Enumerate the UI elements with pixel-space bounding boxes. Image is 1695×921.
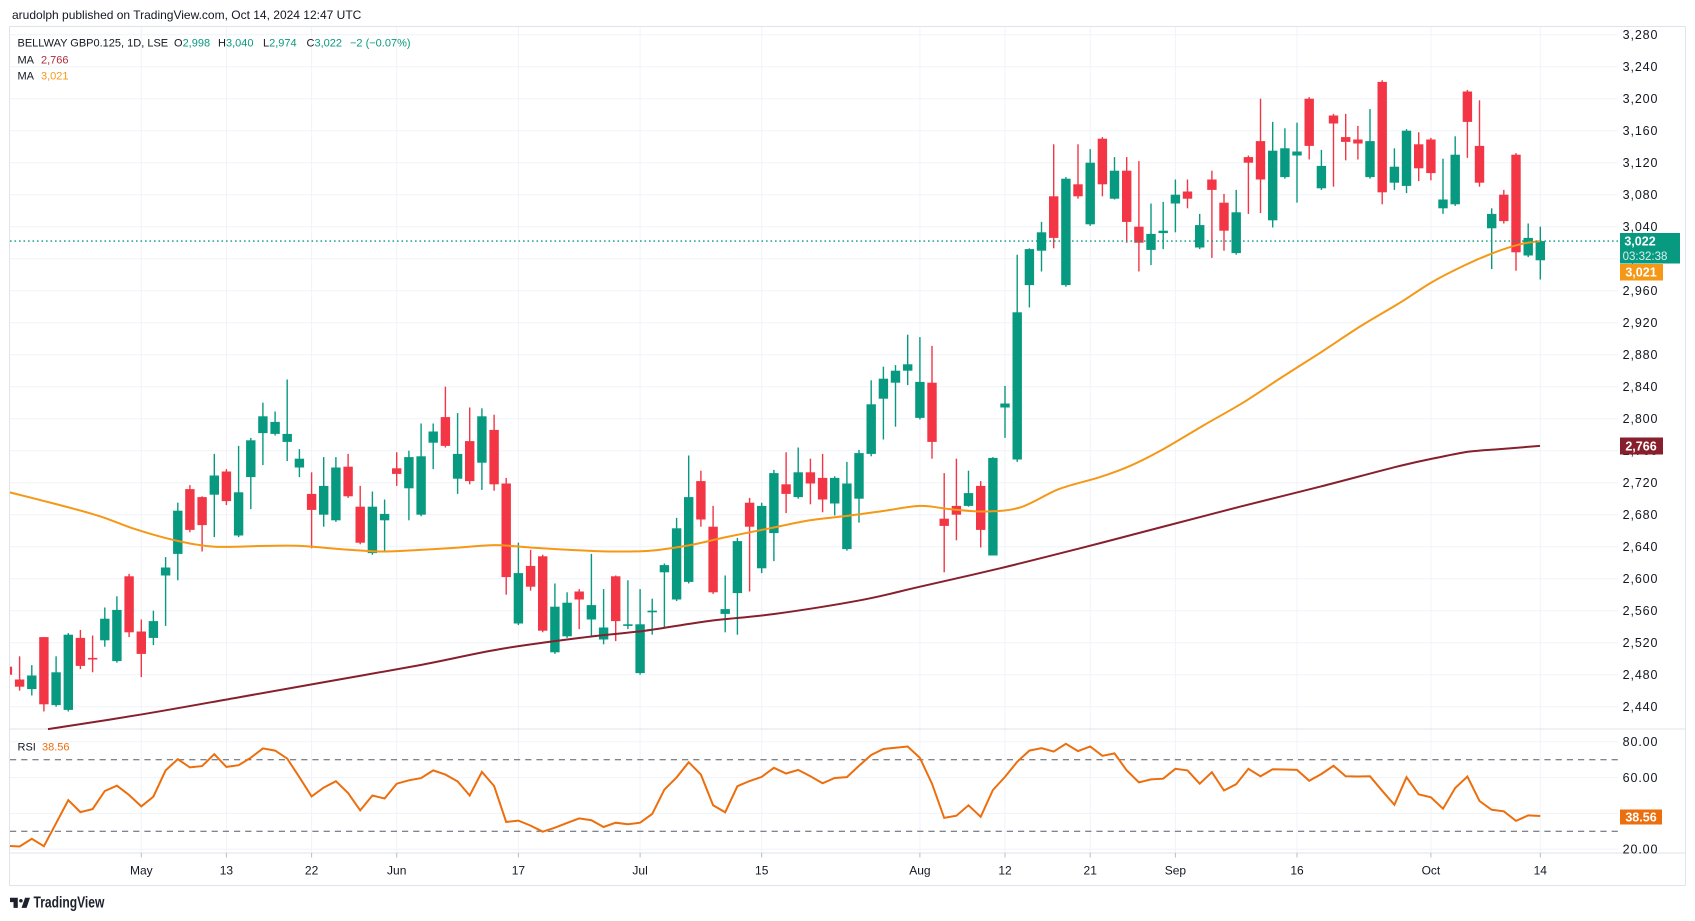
svg-text:21: 21 <box>1084 864 1098 878</box>
svg-text:14: 14 <box>1534 864 1548 878</box>
svg-text:3,160: 3,160 <box>1623 124 1659 138</box>
svg-text:2,880: 2,880 <box>1623 348 1659 362</box>
svg-text:2,560: 2,560 <box>1623 604 1659 618</box>
svg-text:3,021: 3,021 <box>41 70 69 82</box>
svg-text:2,640: 2,640 <box>1623 540 1659 554</box>
svg-text:Sep: Sep <box>1165 864 1187 878</box>
svg-text:2,600: 2,600 <box>1623 572 1659 586</box>
svg-text:2,480: 2,480 <box>1623 668 1659 682</box>
svg-text:60.00: 60.00 <box>1623 771 1659 785</box>
svg-text:arudolph published on TradingV: arudolph published on TradingView.com, O… <box>12 8 362 22</box>
svg-text:3,022: 3,022 <box>1624 235 1655 249</box>
svg-text:L2,974: L2,974 <box>263 37 297 49</box>
svg-text:MA: MA <box>18 54 35 66</box>
svg-text:38.56: 38.56 <box>42 741 70 753</box>
svg-text:03:32:38: 03:32:38 <box>1623 251 1668 263</box>
svg-text:2,680: 2,680 <box>1623 508 1659 522</box>
svg-text:2,800: 2,800 <box>1623 412 1659 426</box>
svg-text:3,040: 3,040 <box>1623 220 1659 234</box>
svg-text:3,080: 3,080 <box>1623 188 1659 202</box>
svg-text:3,120: 3,120 <box>1623 156 1659 170</box>
svg-text:12: 12 <box>998 864 1012 878</box>
svg-text:2,440: 2,440 <box>1623 700 1659 714</box>
svg-text:80.00: 80.00 <box>1623 735 1659 749</box>
svg-text:3,240: 3,240 <box>1623 60 1659 74</box>
svg-text:38.56: 38.56 <box>1625 810 1656 824</box>
svg-text:2,520: 2,520 <box>1623 636 1659 650</box>
svg-text:3,200: 3,200 <box>1623 92 1659 106</box>
svg-text:3,021: 3,021 <box>1625 265 1656 279</box>
svg-text:2,840: 2,840 <box>1623 380 1659 394</box>
svg-text:C3,022: C3,022 <box>307 37 342 49</box>
svg-text:16: 16 <box>1290 864 1304 878</box>
svg-text:May: May <box>130 864 153 878</box>
svg-text:Jul: Jul <box>632 864 647 878</box>
svg-text:BELLWAY GBP0.125, 1D, LSE: BELLWAY GBP0.125, 1D, LSE <box>18 37 169 49</box>
svg-text:RSI: RSI <box>18 741 36 753</box>
svg-text:Jun: Jun <box>387 864 406 878</box>
svg-text:17: 17 <box>512 864 526 878</box>
svg-text:2,920: 2,920 <box>1623 316 1659 330</box>
svg-text:Oct: Oct <box>1422 864 1441 878</box>
svg-text:Aug: Aug <box>909 864 930 878</box>
svg-text:15: 15 <box>755 864 769 878</box>
svg-text:MA: MA <box>18 70 35 82</box>
svg-text:13: 13 <box>220 864 234 878</box>
svg-text:2,766: 2,766 <box>41 54 69 66</box>
svg-text:22: 22 <box>305 864 319 878</box>
svg-text:20.00: 20.00 <box>1623 843 1659 857</box>
svg-text:O2,998: O2,998 <box>174 37 210 49</box>
svg-text:3,280: 3,280 <box>1623 28 1659 42</box>
svg-text:2,766: 2,766 <box>1625 439 1656 453</box>
svg-text:−2 (−0.07%): −2 (−0.07%) <box>350 37 411 49</box>
svg-text:2,960: 2,960 <box>1623 284 1659 298</box>
svg-text:TradingView: TradingView <box>34 893 105 911</box>
svg-text:2,720: 2,720 <box>1623 476 1659 490</box>
svg-text:H3,040: H3,040 <box>218 37 253 49</box>
